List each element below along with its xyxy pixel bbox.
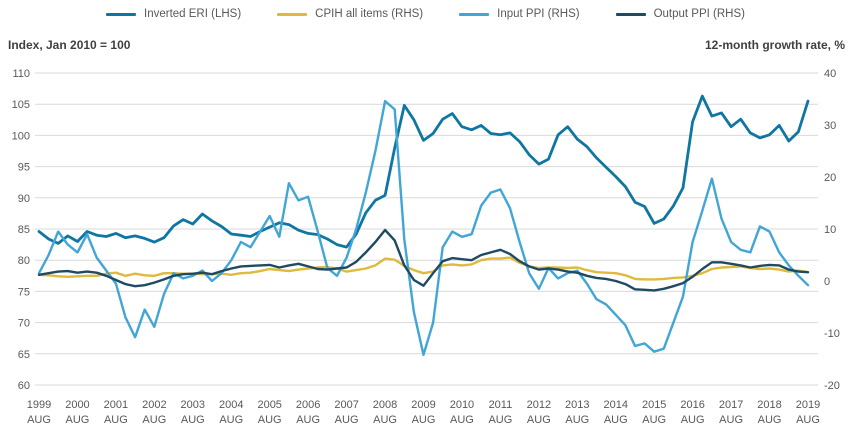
x-axis-year-label: 2011 bbox=[489, 399, 513, 411]
legend-label: Inverted ERI (LHS) bbox=[144, 8, 242, 20]
series-line-cpih-all-items-rhs bbox=[37, 256, 810, 281]
x-axis-month-label: AUG bbox=[142, 414, 166, 426]
legend-label: Input PPI (RHS) bbox=[497, 8, 580, 20]
series-line-output-ppi-rhs bbox=[37, 228, 810, 292]
x-axis-month-label: AUG bbox=[758, 414, 782, 426]
right-axis-title: 12-month growth rate, % bbox=[704, 38, 845, 52]
x-axis-month-label: AUG bbox=[604, 414, 628, 426]
y-axis-left-tick-label: 60 bbox=[18, 380, 30, 392]
x-axis-year-label: 2004 bbox=[219, 399, 243, 411]
x-axis-month-label: AUG bbox=[27, 414, 51, 426]
x-axis-year-label: 2015 bbox=[642, 399, 666, 411]
x-axis-month-label: AUG bbox=[681, 414, 705, 426]
x-axis-month-label: AUG bbox=[527, 414, 551, 426]
legend-label: CPIH all items (RHS) bbox=[315, 8, 424, 20]
y-axis-left-tick-label: 105 bbox=[12, 99, 30, 111]
x-axis-year-label: 2001 bbox=[104, 399, 128, 411]
x-axis-year-label: 2016 bbox=[680, 399, 704, 411]
x-axis-year-label: 2007 bbox=[334, 399, 358, 411]
y-axis-right-tick-label: 10 bbox=[824, 224, 836, 236]
x-axis-year-label: 2008 bbox=[373, 399, 397, 411]
x-axis-year-label: 2017 bbox=[719, 399, 743, 411]
legend-item-inverted-eri: Inverted ERI (LHS) bbox=[106, 8, 241, 20]
y-axis-right-tick-label: -10 bbox=[824, 328, 840, 340]
y-axis-right-tick-label: 20 bbox=[824, 172, 836, 184]
x-axis-year-label: 1999 bbox=[27, 399, 51, 411]
y-axis-right-tick-label: 30 bbox=[824, 120, 836, 132]
legend-line-swatch bbox=[459, 12, 490, 16]
y-axis-left-tick-label: 65 bbox=[18, 349, 30, 361]
x-axis-year-label: 2009 bbox=[411, 399, 435, 411]
x-axis-year-label: 2003 bbox=[181, 399, 205, 411]
y-axis-right-tick-label: 0 bbox=[824, 276, 830, 288]
legend-item-input-ppi: Input PPI (RHS) bbox=[459, 8, 580, 20]
x-axis-month-label: AUG bbox=[296, 414, 320, 426]
y-axis-right-tick-label: -20 bbox=[824, 380, 840, 392]
x-axis-year-label: 2012 bbox=[527, 399, 551, 411]
x-axis-month-label: AUG bbox=[104, 414, 128, 426]
y-axis-left-tick-label: 95 bbox=[18, 162, 30, 174]
x-axis-year-label: 2010 bbox=[450, 399, 474, 411]
x-axis-month-label: AUG bbox=[488, 414, 512, 426]
y-axis-left-tick-label: 80 bbox=[18, 255, 30, 267]
legend-item-cpih: CPIH all items (RHS) bbox=[277, 8, 423, 20]
left-axis-title: Index, Jan 2010 = 100 bbox=[8, 38, 131, 52]
x-axis-year-label: 2014 bbox=[604, 399, 628, 411]
y-axis-right-tick-label: 40 bbox=[824, 68, 836, 80]
series-line-inverted-eri-lhs bbox=[37, 94, 810, 249]
y-axis-left-tick-label: 85 bbox=[18, 224, 30, 236]
x-axis-year-label: 2019 bbox=[796, 399, 820, 411]
x-axis-month-label: AUG bbox=[719, 414, 743, 426]
x-axis-year-label: 2013 bbox=[565, 399, 589, 411]
x-axis-month-label: AUG bbox=[642, 414, 666, 426]
x-axis-month-label: AUG bbox=[181, 414, 205, 426]
x-axis-year-label: 2006 bbox=[296, 399, 320, 411]
x-axis-year-label: 2018 bbox=[757, 399, 781, 411]
x-axis-month-label: AUG bbox=[796, 414, 820, 426]
series-line-input-ppi-rhs bbox=[37, 99, 810, 356]
x-axis-month-label: AUG bbox=[412, 414, 436, 426]
x-axis-year-label: 2005 bbox=[257, 399, 281, 411]
y-axis-left-tick-label: 75 bbox=[18, 286, 30, 298]
legend-line-swatch bbox=[277, 12, 308, 16]
x-axis-year-label: 2002 bbox=[142, 399, 166, 411]
y-axis-left-tick-label: 70 bbox=[18, 318, 30, 330]
x-axis-year-label: 2000 bbox=[65, 399, 89, 411]
x-axis-month-label: AUG bbox=[373, 414, 397, 426]
legend-line-swatch bbox=[106, 12, 136, 16]
legend-label: Output PPI (RHS) bbox=[653, 8, 745, 20]
x-axis-month-label: AUG bbox=[66, 414, 90, 426]
y-axis-left-tick-label: 90 bbox=[18, 193, 30, 205]
legend: Inverted ERI (LHS) CPIH all items (RHS) … bbox=[0, 8, 851, 20]
legend-line-swatch bbox=[615, 12, 646, 16]
x-axis-month-label: AUG bbox=[450, 414, 474, 426]
legend-item-output-ppi: Output PPI (RHS) bbox=[615, 8, 745, 20]
y-axis-left-tick-label: 100 bbox=[12, 130, 30, 142]
y-axis-left-tick-label: 110 bbox=[12, 68, 30, 80]
x-axis-month-label: AUG bbox=[565, 414, 589, 426]
x-axis-month-label: AUG bbox=[219, 414, 243, 426]
x-axis-month-label: AUG bbox=[258, 414, 282, 426]
x-axis-month-label: AUG bbox=[335, 414, 359, 426]
